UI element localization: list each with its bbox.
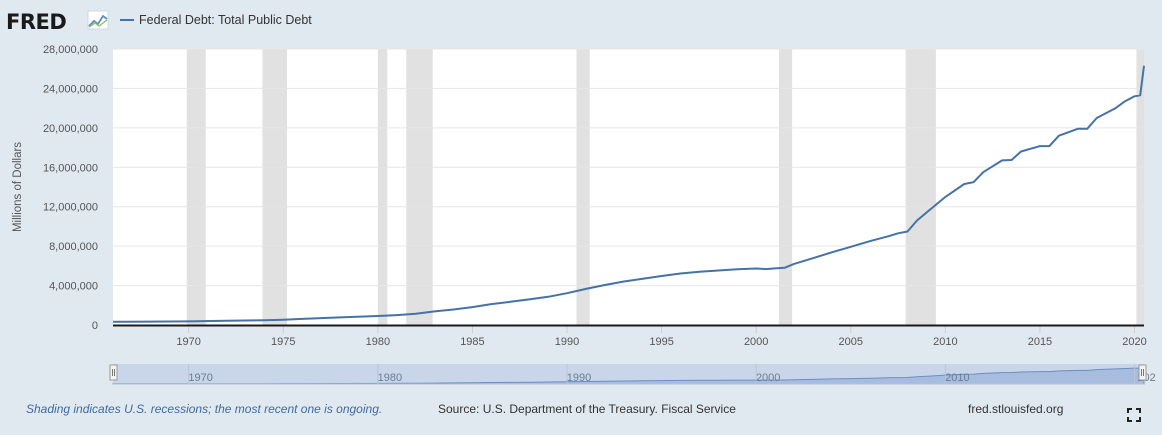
y-axis-label: Millions of Dollars [12,142,24,232]
y-axis-ticks: 0 4,000,000 8,000,000 12,000,000 16,000,000 2… [43,44,98,332]
recession-shading [186,49,1144,325]
navigator-tick-label: 2010 [945,372,969,384]
x-tick-label: 2015 [1028,336,1052,348]
y-tick-label: 28,000,000 [43,44,98,56]
y-tick-label: 12,000,000 [43,202,98,214]
y-tick-label: 20,000,000 [43,123,98,135]
fred-link[interactable]: fred.stlouisfed.org [968,402,1064,416]
x-axis-ticks: 1970 1975 1980 1985 1990 1995 2000 2005 2010 2015… [176,325,1147,348]
x-tick-label: 2005 [839,336,863,348]
x-tick-label: 1980 [366,336,390,348]
source-text: Source: U.S. Department of the Treasury.… [438,402,736,416]
x-tick-label: 1975 [271,336,295,348]
x-tick-label: 2020 [1122,336,1146,348]
x-tick-label: 1990 [555,336,579,348]
fullscreen-icon[interactable] [1127,408,1141,422]
y-tick-label: 24,000,000 [43,83,98,95]
x-tick-label: 1985 [460,336,484,348]
recession-band [262,49,288,325]
series-line [112,65,1145,323]
recession-band [576,49,590,325]
recession-band [905,49,936,325]
range-navigator[interactable]: 1970 1980 1990 2000 2010 202 [109,364,1156,385]
x-tick-label: 2000 [744,336,768,348]
legend[interactable]: Federal Debt: Total Public Debt [120,13,312,27]
navigator-right-handle[interactable] [1138,364,1147,381]
navigator-tick-label: 1980 [378,372,402,384]
recession-band [406,49,433,325]
recession-band [186,49,206,325]
fred-logo-text: FRED [6,10,66,34]
recession-note: Shading indicates U.S. recessions; the m… [26,402,383,416]
navigator-ticks: 1970 1980 1990 2000 2010 202 [188,364,1156,384]
y-tick-label: 4,000,000 [49,281,98,293]
navigator-left-handle[interactable] [109,364,118,381]
x-tick-label: 1995 [649,336,673,348]
y-tick-label: 16,000,000 [43,162,98,174]
recession-band [1136,49,1144,325]
x-tick-label: 2010 [933,336,957,348]
navigator-tick-label: 1970 [188,372,212,384]
navigator-tick-label: 2000 [756,372,780,384]
y-tick-label: 8,000,000 [49,241,98,253]
fred-logo[interactable]: FRED [6,10,109,34]
navigator-series-area [112,365,1145,385]
chart-line-icon [87,10,109,30]
recession-band [377,49,388,325]
x-tick-label: 1970 [176,336,200,348]
recession-band [778,49,793,325]
series-layer [112,65,1145,323]
gridlines [113,48,1144,287]
y-tick-label: 0 [92,320,98,332]
navigator-tick-label: 1990 [567,372,591,384]
legend-label: Federal Debt: Total Public Debt [139,13,312,27]
